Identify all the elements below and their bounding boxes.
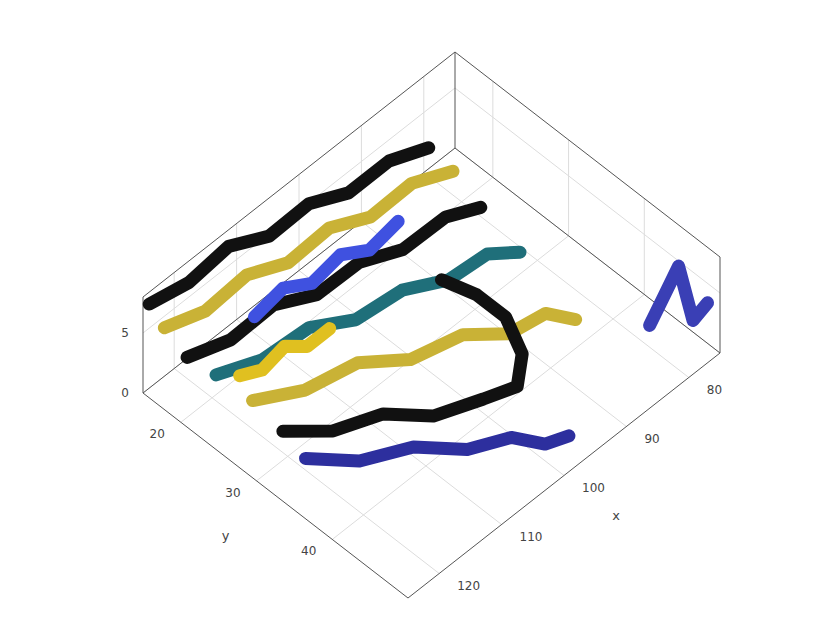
- svg-text:5: 5: [121, 326, 129, 340]
- svg-text:x: x: [612, 508, 620, 523]
- svg-text:0: 0: [121, 386, 129, 400]
- svg-text:110: 110: [520, 530, 543, 544]
- svg-text:100: 100: [582, 481, 605, 495]
- svg-text:120: 120: [457, 579, 480, 593]
- svg-text:80: 80: [707, 383, 722, 397]
- svg-text:y: y: [222, 528, 230, 543]
- svg-text:90: 90: [644, 432, 659, 446]
- svg-text:40: 40: [301, 544, 316, 558]
- svg-text:30: 30: [225, 486, 240, 500]
- svg-text:20: 20: [150, 427, 165, 441]
